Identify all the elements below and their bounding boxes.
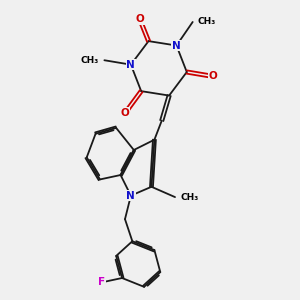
Text: F: F [98,278,105,287]
Text: O: O [121,108,129,118]
Text: N: N [172,40,181,50]
Text: CH₃: CH₃ [181,193,199,202]
Text: O: O [135,14,144,24]
Text: CH₃: CH₃ [81,56,99,65]
Text: O: O [209,71,218,81]
Text: N: N [127,190,135,201]
Text: CH₃: CH₃ [198,17,216,26]
Text: N: N [127,60,135,70]
